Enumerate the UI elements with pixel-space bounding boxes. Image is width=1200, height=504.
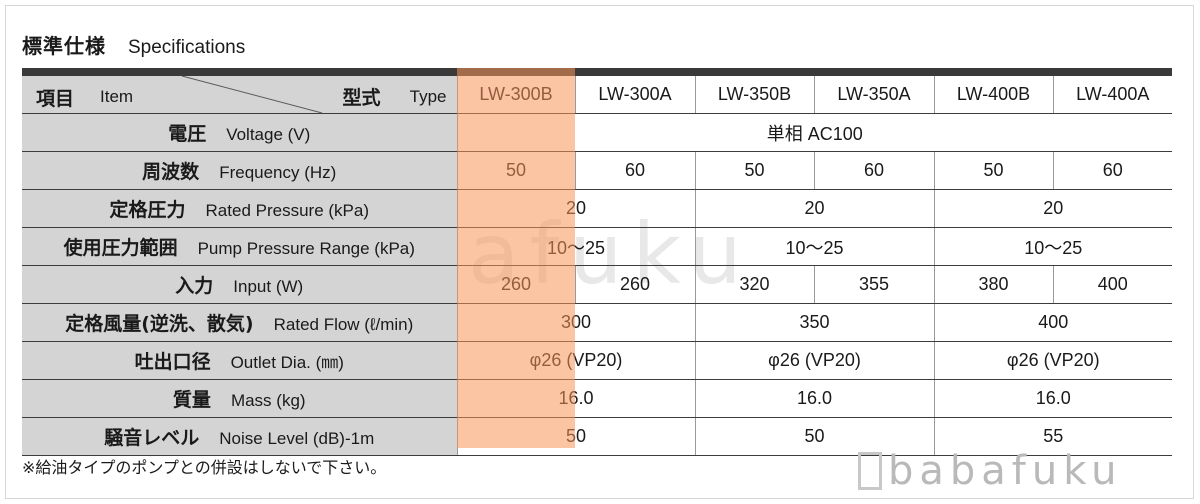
mass-row: 質量 Mass (kg) 16.0 16.0 16.0	[22, 379, 1172, 418]
frequency-cell: 50	[933, 151, 1053, 190]
input-cell: 260	[456, 265, 575, 304]
voltage-value: 単相 AC100	[456, 113, 1172, 152]
title-en: Specifications	[128, 37, 246, 58]
frequency-cell: 60	[574, 151, 695, 190]
input-cell: 355	[813, 265, 934, 304]
outlet-label: 吐出口径 Outlet Dia. (㎜)	[22, 341, 457, 380]
rated-flow-label-jp: 定格風量(逆洗、散気)	[65, 313, 254, 335]
rated-pressure-label: 定格圧力 Rated Pressure (kPa)	[22, 189, 457, 228]
input-label: 入力 Input (W)	[22, 265, 457, 304]
rated-pressure-row: 定格圧力 Rated Pressure (kPa) 20 20 20	[22, 189, 1172, 228]
noise-cell: 50	[456, 417, 695, 456]
brand-logo-mark	[858, 452, 882, 490]
input-cell: 260	[574, 265, 695, 304]
rated-flow-cell: 400	[933, 303, 1172, 342]
section-title: 標準仕様 Specifications	[22, 30, 245, 62]
rated-pressure-cell: 20	[456, 189, 695, 228]
pressure-range-cell: 10〜25	[694, 227, 934, 266]
model-lw-300a: LW-300A	[574, 76, 695, 114]
pressure-range-label-en: Pump Pressure Range (kPa)	[197, 239, 415, 258]
rated-pressure-label-en: Rated Pressure (kPa)	[205, 201, 369, 220]
item-label-en: Item	[100, 87, 134, 106]
model-lw-350b: LW-350B	[694, 76, 814, 114]
noise-cell: 55	[933, 417, 1172, 456]
rated-pressure-cell: 20	[933, 189, 1172, 228]
noise-cell: 50	[694, 417, 934, 456]
voltage-row: 電圧 Voltage (V) 単相 AC100	[22, 113, 1172, 152]
rated-pressure-cell: 20	[694, 189, 934, 228]
outlet-row: 吐出口径 Outlet Dia. (㎜) φ26 (VP20) φ26 (VP20…	[22, 341, 1172, 380]
brand-watermark: babafuku	[888, 448, 1123, 494]
pressure-range-label: 使用圧力範囲 Pump Pressure Range (kPa)	[22, 227, 457, 266]
noise-label-jp: 騒音レベル	[104, 427, 200, 449]
frequency-row: 周波数 Frequency (Hz) 50 60 50 60 50 60	[22, 151, 1172, 190]
noise-row: 騒音レベル Noise Level (dB)-1m 50 50 55	[22, 417, 1172, 456]
model-lw-400a: LW-400A	[1052, 76, 1172, 114]
table-top-bar	[22, 68, 1172, 76]
input-cell: 320	[694, 265, 814, 304]
input-cell: 400	[1052, 265, 1172, 304]
item-label-jp: 項目	[36, 88, 75, 110]
pressure-range-row: 使用圧力範囲 Pump Pressure Range (kPa) 10〜25 10…	[22, 227, 1172, 266]
diagonal-divider	[181, 76, 323, 113]
title-jp: 標準仕様	[22, 34, 106, 58]
voltage-label: 電圧 Voltage (V)	[22, 113, 457, 152]
header-label-cell: 項目 Item 型式 Type	[22, 76, 457, 114]
mass-cell: 16.0	[694, 379, 934, 418]
mass-label-jp: 質量	[172, 389, 211, 411]
mass-label: 質量 Mass (kg)	[22, 379, 457, 418]
frequency-cell: 60	[1052, 151, 1172, 190]
rated-flow-row: 定格風量(逆洗、散気) Rated Flow (ℓ/min) 300 350 40…	[22, 303, 1172, 342]
frequency-cell: 50	[456, 151, 575, 190]
frequency-label-jp: 周波数	[142, 161, 200, 183]
frequency-cell: 50	[694, 151, 814, 190]
model-lw-300b: LW-300B	[456, 76, 575, 114]
outlet-label-jp: 吐出口径	[134, 351, 211, 373]
model-lw-400b: LW-400B	[933, 76, 1053, 114]
outlet-cell: φ26 (VP20)	[933, 341, 1172, 380]
model-lw-350a: LW-350A	[813, 76, 934, 114]
footnote: ※給油タイプのポンプとの併設はしないで下さい。	[22, 458, 387, 477]
rated-flow-cell: 350	[694, 303, 934, 342]
voltage-label-jp: 電圧	[168, 123, 207, 145]
type-label-jp: 型式	[342, 87, 381, 109]
mass-label-en: Mass (kg)	[230, 391, 306, 410]
input-label-jp: 入力	[175, 275, 214, 297]
pressure-range-cell: 10〜25	[933, 227, 1172, 266]
page-frame	[5, 5, 1194, 499]
rated-flow-label-en: Rated Flow (ℓ/min)	[273, 315, 414, 334]
rated-flow-cell: 300	[456, 303, 695, 342]
rated-pressure-label-jp: 定格圧力	[109, 199, 186, 221]
spec-table: 項目 Item 型式 Type LW-300B LW-300A LW-350B …	[22, 76, 1172, 456]
pressure-range-cell: 10〜25	[456, 227, 695, 266]
type-label-en: Type	[409, 87, 447, 106]
voltage-label-en: Voltage (V)	[226, 125, 311, 144]
noise-label: 騒音レベル Noise Level (dB)-1m	[22, 417, 457, 456]
input-label-en: Input (W)	[233, 277, 304, 296]
input-row: 入力 Input (W) 260 260 320 355 380 400	[22, 265, 1172, 304]
frequency-cell: 60	[813, 151, 934, 190]
outlet-cell: φ26 (VP20)	[694, 341, 934, 380]
mass-cell: 16.0	[456, 379, 695, 418]
outlet-label-en: Outlet Dia. (㎜)	[230, 353, 344, 372]
frequency-label-en: Frequency (Hz)	[219, 163, 337, 182]
mass-cell: 16.0	[933, 379, 1172, 418]
pressure-range-label-jp: 使用圧力範囲	[63, 237, 178, 259]
rated-flow-label: 定格風量(逆洗、散気) Rated Flow (ℓ/min)	[22, 303, 457, 342]
noise-label-en: Noise Level (dB)-1m	[219, 429, 375, 448]
frequency-label: 周波数 Frequency (Hz)	[22, 151, 457, 190]
input-cell: 380	[933, 265, 1053, 304]
header-row: 項目 Item 型式 Type LW-300B LW-300A LW-350B …	[22, 76, 1172, 114]
outlet-cell: φ26 (VP20)	[456, 341, 695, 380]
